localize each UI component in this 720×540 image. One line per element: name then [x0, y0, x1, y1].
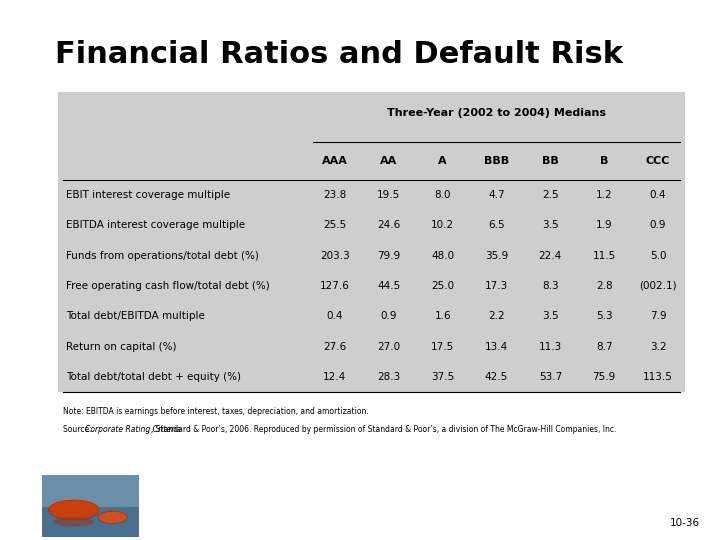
Text: 25.5: 25.5 [323, 220, 346, 231]
Text: 2.2: 2.2 [488, 311, 505, 321]
Text: 42.5: 42.5 [485, 372, 508, 382]
Text: 75.9: 75.9 [593, 372, 616, 382]
Text: A: A [438, 156, 447, 166]
Text: 27.0: 27.0 [377, 342, 400, 352]
Text: 1.6: 1.6 [434, 311, 451, 321]
Text: Note: EBITDA is earnings before interest, taxes, depreciation, and amortization.: Note: EBITDA is earnings before interest… [63, 407, 369, 416]
Text: 6.5: 6.5 [488, 220, 505, 231]
Text: Total debt/EBITDA multiple: Total debt/EBITDA multiple [66, 311, 205, 321]
Text: Financial Ratios and Default Risk: Financial Ratios and Default Risk [55, 40, 623, 69]
Text: 113.5: 113.5 [643, 372, 673, 382]
Text: 2.8: 2.8 [596, 281, 613, 291]
Text: Return on capital (%): Return on capital (%) [66, 342, 176, 352]
Text: BBB: BBB [484, 156, 509, 166]
Text: 11.3: 11.3 [539, 342, 562, 352]
Text: EBIT interest coverage multiple: EBIT interest coverage multiple [66, 190, 230, 200]
Text: 0.4: 0.4 [327, 311, 343, 321]
Text: 203.3: 203.3 [320, 251, 350, 261]
Text: 5.3: 5.3 [596, 311, 613, 321]
Text: 8.0: 8.0 [434, 190, 451, 200]
Text: B: B [600, 156, 608, 166]
Text: 17.3: 17.3 [485, 281, 508, 291]
Text: EBITDA interest coverage multiple: EBITDA interest coverage multiple [66, 220, 245, 231]
Text: Free operating cash flow/total debt (%): Free operating cash flow/total debt (%) [66, 281, 270, 291]
Text: 8.3: 8.3 [542, 281, 559, 291]
Text: 127.6: 127.6 [320, 281, 350, 291]
Text: 0.9: 0.9 [650, 220, 666, 231]
Text: 0.9: 0.9 [381, 311, 397, 321]
Text: 24.6: 24.6 [377, 220, 400, 231]
Text: 44.5: 44.5 [377, 281, 400, 291]
Text: 37.5: 37.5 [431, 372, 454, 382]
Text: 22.4: 22.4 [539, 251, 562, 261]
Text: 5.0: 5.0 [650, 251, 666, 261]
Text: 10.2: 10.2 [431, 220, 454, 231]
Text: 53.7: 53.7 [539, 372, 562, 382]
Text: Corporate Rating Criteria: Corporate Rating Criteria [85, 425, 181, 434]
Text: Funds from operations/total debt (%): Funds from operations/total debt (%) [66, 251, 259, 261]
Text: , Standard & Poor’s, 2006. Reproduced by permission of Standard & Poor’s, a divi: , Standard & Poor’s, 2006. Reproduced by… [151, 425, 616, 434]
Ellipse shape [98, 511, 127, 524]
Text: (002.1): (002.1) [639, 281, 677, 291]
Bar [42, 508, 139, 537]
Ellipse shape [48, 500, 99, 520]
Text: 1.9: 1.9 [596, 220, 613, 231]
Text: 25.0: 25.0 [431, 281, 454, 291]
Text: 10-36: 10-36 [670, 518, 700, 528]
Text: 1.2: 1.2 [596, 190, 613, 200]
Text: AAA: AAA [322, 156, 348, 166]
Text: BB: BB [542, 156, 559, 166]
Text: 3.2: 3.2 [649, 342, 667, 352]
Text: 28.3: 28.3 [377, 372, 400, 382]
Text: CCC: CCC [646, 156, 670, 166]
Text: Total debt/total debt + equity (%): Total debt/total debt + equity (%) [66, 372, 241, 382]
Text: 12.4: 12.4 [323, 372, 346, 382]
Ellipse shape [53, 517, 94, 526]
Text: 11.5: 11.5 [593, 251, 616, 261]
Text: 35.9: 35.9 [485, 251, 508, 261]
Text: 7.9: 7.9 [649, 311, 667, 321]
Text: 0.4: 0.4 [650, 190, 666, 200]
Text: 23.8: 23.8 [323, 190, 346, 200]
Text: Source:: Source: [63, 425, 94, 434]
Text: 17.5: 17.5 [431, 342, 454, 352]
Text: 13.4: 13.4 [485, 342, 508, 352]
Text: 4.7: 4.7 [488, 190, 505, 200]
Text: 48.0: 48.0 [431, 251, 454, 261]
Text: Three-Year (2002 to 2004) Medians: Three-Year (2002 to 2004) Medians [387, 108, 606, 118]
Text: 79.9: 79.9 [377, 251, 400, 261]
Text: 3.5: 3.5 [542, 311, 559, 321]
Text: 2.5: 2.5 [542, 190, 559, 200]
Text: 19.5: 19.5 [377, 190, 400, 200]
FancyBboxPatch shape [58, 92, 685, 392]
Text: AA: AA [380, 156, 397, 166]
Text: 3.5: 3.5 [542, 220, 559, 231]
Text: 8.7: 8.7 [596, 342, 613, 352]
Text: 27.6: 27.6 [323, 342, 346, 352]
